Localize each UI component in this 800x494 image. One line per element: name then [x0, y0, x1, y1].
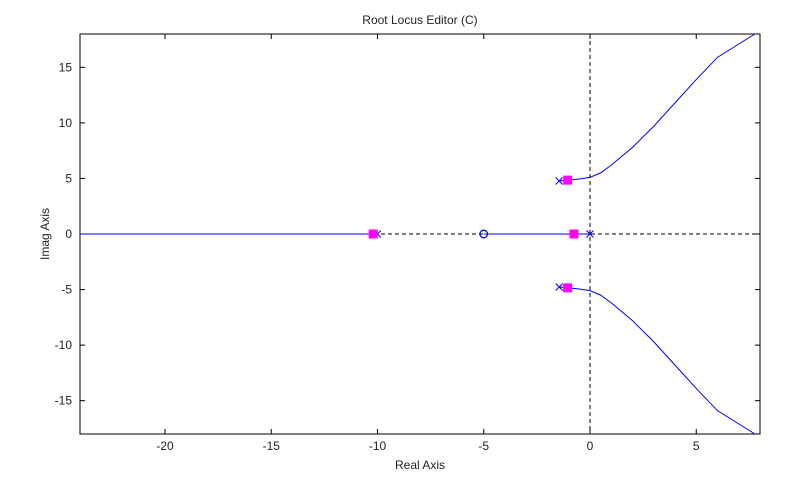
y-axis-label: Imag Axis: [38, 208, 52, 260]
x-tick-label: -10: [369, 439, 387, 453]
x-tick-label: -20: [156, 439, 174, 453]
open-loop-pole: [586, 230, 594, 238]
open-loop-pole: [555, 177, 564, 185]
closed-loop-pole: [563, 175, 573, 185]
open-loop-zero: [479, 229, 489, 239]
x-tick-label: 5: [693, 439, 700, 453]
y-tick-label: -15: [55, 394, 73, 408]
closed-loop-pole: [563, 283, 573, 293]
locus-branch: [559, 33, 756, 182]
open-loop-pole: [555, 283, 564, 291]
x-tick-label: 0: [587, 439, 594, 453]
closed-loop-pole: [368, 229, 378, 239]
y-tick-label: 0: [65, 227, 72, 241]
y-tick-label: -10: [55, 338, 73, 352]
x-tick-label: -5: [478, 439, 489, 453]
y-tick-label: -5: [61, 283, 72, 297]
x-axis-label: Real Axis: [395, 458, 445, 472]
y-tick-label: 5: [65, 171, 72, 185]
y-tick-label: 10: [59, 116, 73, 130]
y-tick-label: 15: [59, 60, 73, 74]
locus-branch: [559, 286, 756, 435]
closed-loop-pole: [569, 229, 579, 239]
chart-title: Root Locus Editor (C): [362, 13, 477, 27]
x-tick-label: -15: [263, 439, 281, 453]
